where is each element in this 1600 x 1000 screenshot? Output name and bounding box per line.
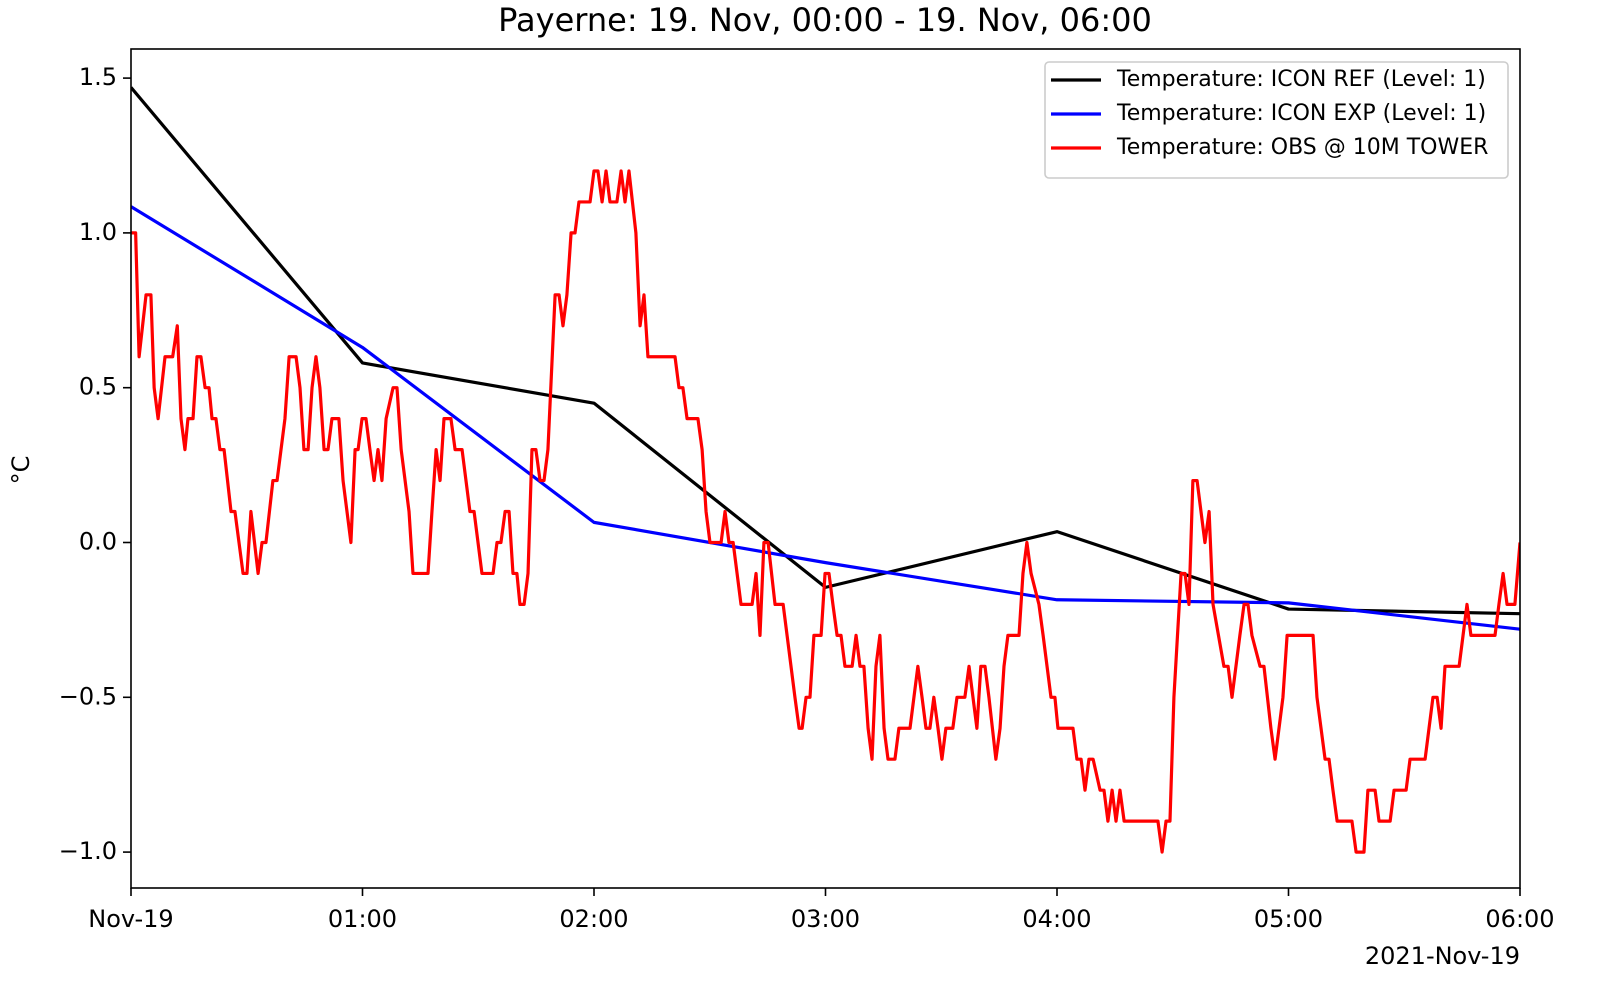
legend-label: Temperature: ICON EXP (Level: 1) — [1116, 101, 1486, 126]
y-tick-label: 0.5 — [79, 373, 117, 401]
x-tick-label: 03:00 — [791, 905, 860, 933]
series-line — [131, 205, 1520, 631]
plot-lines — [131, 86, 1520, 854]
legend-label: Temperature: ICON REF (Level: 1) — [1116, 67, 1486, 92]
legend-label: Temperature: OBS @ 10M TOWER — [1116, 135, 1488, 160]
y-tick-label: 0.0 — [79, 527, 117, 555]
legend: Temperature: ICON REF (Level: 1) Temperat… — [1044, 61, 1509, 179]
x-tick-label: 06:00 — [1485, 905, 1554, 933]
x-tick-label: 04:00 — [1022, 905, 1091, 933]
chart-title: Payerne: 19. Nov, 00:00 - 19. Nov, 06:00 — [498, 1, 1152, 39]
x-tick-label: 05:00 — [1254, 905, 1323, 933]
legend-box — [1044, 61, 1509, 179]
y-tick-label: 1.5 — [79, 63, 117, 91]
y-axis-label: °C — [7, 456, 35, 485]
x-offset-label: 2021-Nov-19 — [1365, 942, 1520, 970]
x-tick-label: Nov-19 — [88, 905, 173, 933]
x-tick-label: 01:00 — [328, 905, 397, 933]
y-tick-label: −0.5 — [59, 682, 117, 710]
series-line — [131, 169, 1520, 854]
y-tick-label: 1.0 — [79, 218, 117, 246]
y-tick-label: −1.0 — [59, 837, 117, 865]
x-tick-label: 02:00 — [559, 905, 628, 933]
